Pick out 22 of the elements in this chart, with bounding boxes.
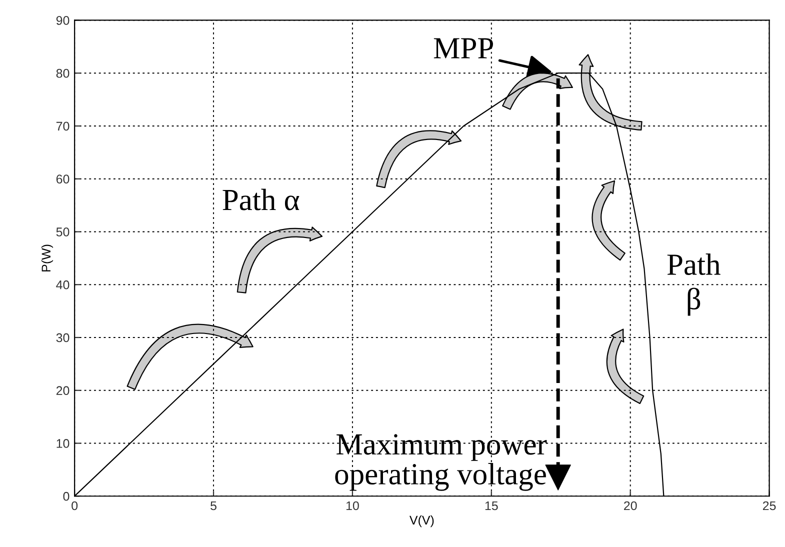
x-axis-title: V(V) — [409, 515, 434, 528]
y-tick-label: 30 — [56, 333, 70, 342]
annotation: MPP — [434, 38, 493, 58]
annotation: Path β — [667, 254, 720, 316]
annotation: Path α — [222, 188, 300, 210]
y-tick-label: 40 — [56, 280, 70, 290]
y-tick-label: 70 — [56, 122, 70, 131]
y-tick-label: 80 — [56, 68, 70, 78]
y-axis-title: P(W) — [41, 244, 54, 272]
y-tick-label: 20 — [56, 386, 70, 396]
y-tick-label: 0 — [63, 492, 70, 501]
x-tick-label: 25 — [762, 501, 776, 510]
x-tick-label: 20 — [624, 501, 637, 510]
x-tick-label: 0 — [72, 501, 78, 510]
x-tick-label: 5 — [210, 501, 216, 510]
ref-line-label: Maximum power operating voltage — [335, 434, 547, 491]
y-tick-label: 60 — [56, 174, 70, 184]
x-tick-label: 10 — [346, 501, 359, 510]
y-tick-label: 90 — [56, 16, 70, 25]
y-tick-label: 50 — [56, 228, 70, 236]
y-tick-label: 10 — [56, 439, 70, 448]
x-tick-label: 15 — [485, 501, 498, 510]
